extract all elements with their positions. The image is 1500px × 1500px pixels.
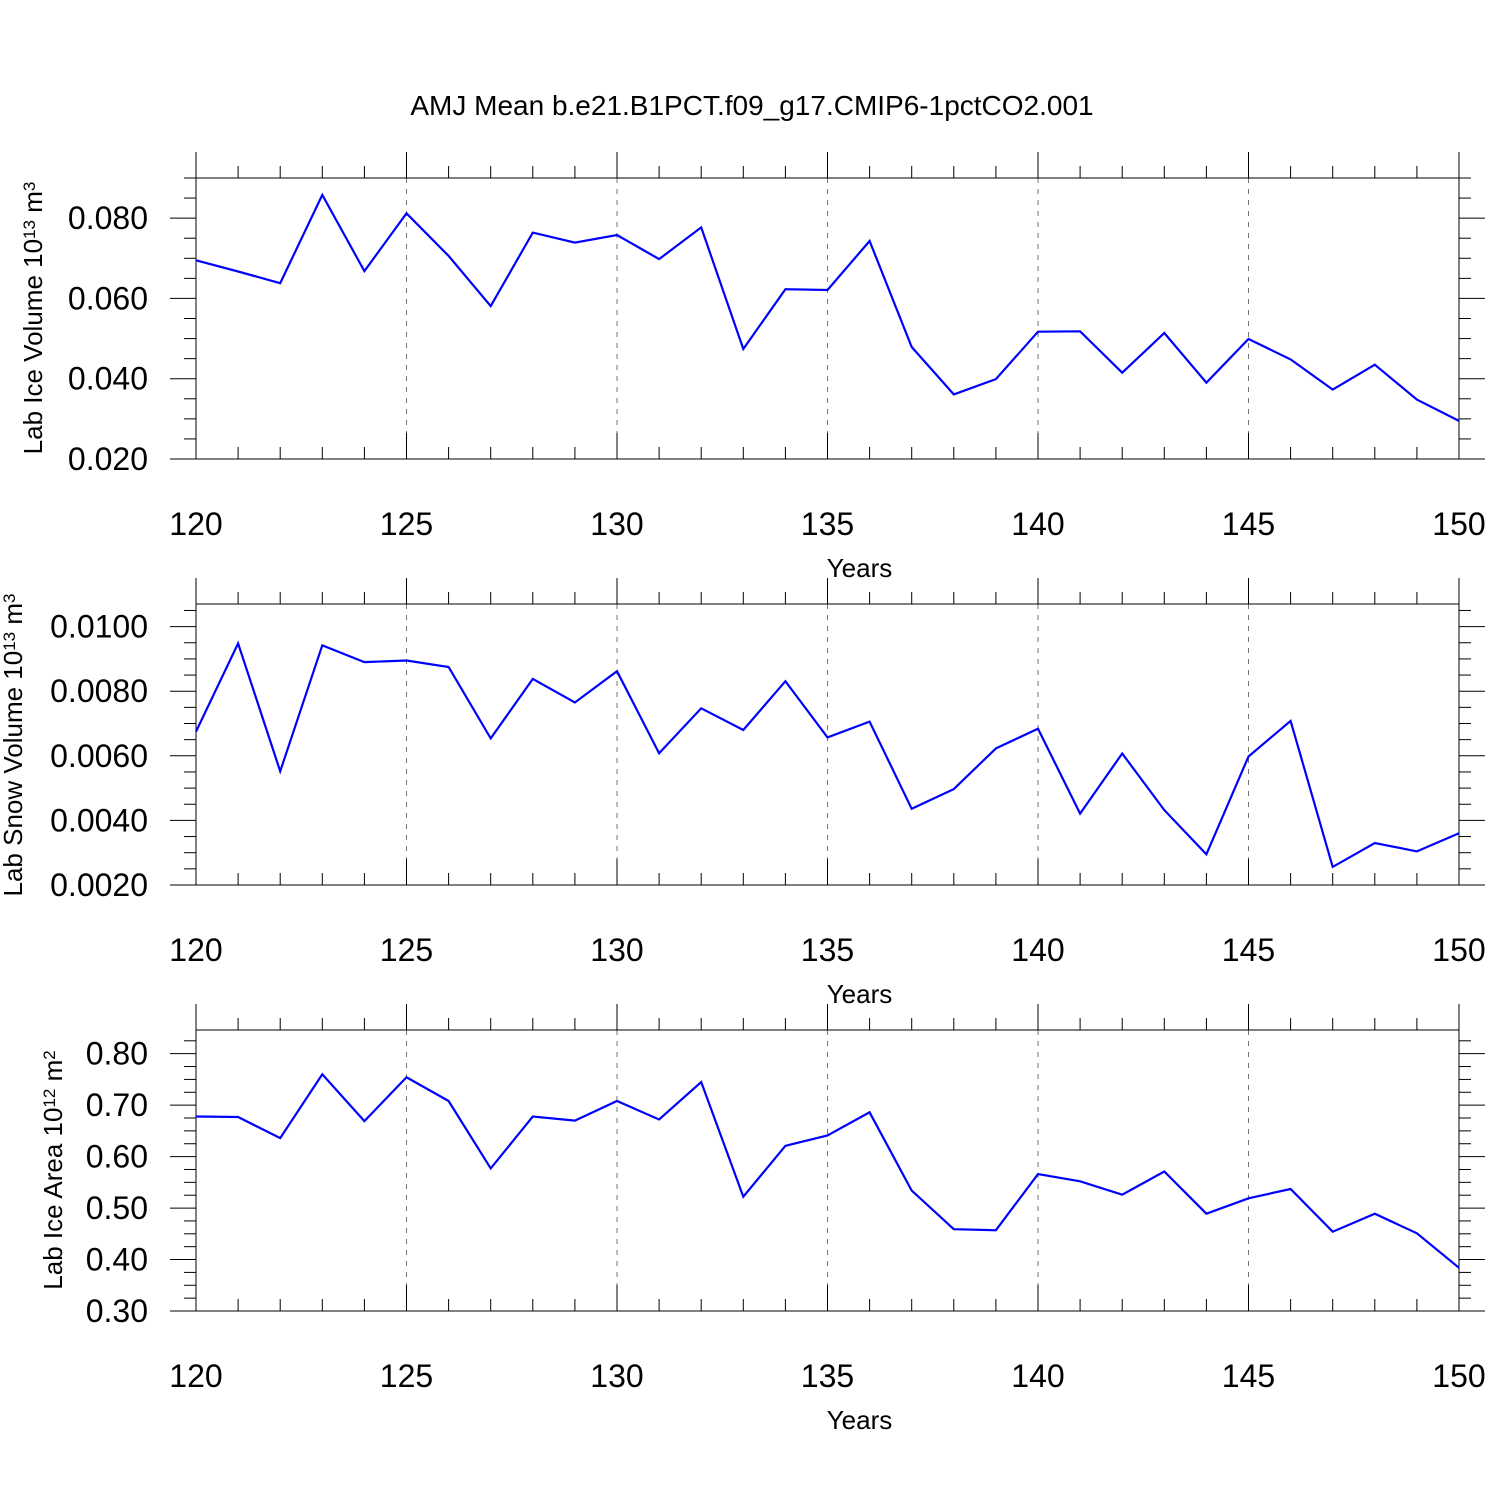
y-axis-title: Lab Ice Area 1012 m2	[38, 1050, 68, 1289]
x-tick-label: 150	[1432, 506, 1485, 542]
x-axis-title: Years	[827, 553, 893, 583]
y-tick-label: 0.40	[86, 1242, 148, 1278]
panels: 120 125 130 135 140 145 150 0.020 0.040 0.060 0.08…	[0, 152, 1486, 1435]
x-tick-label: 135	[801, 932, 854, 968]
y-axis-title-part: m	[38, 1060, 68, 1089]
x-tick-label: 130	[590, 1358, 643, 1394]
y-tick-label: 0.0080	[50, 673, 148, 709]
plot-frame	[195, 1029, 1460, 1312]
y-tick-label: 0.0100	[50, 609, 148, 645]
x-tick-label: 120	[169, 506, 222, 542]
y-tick-label: 0.080	[68, 200, 148, 236]
x-tick-label: 125	[380, 506, 433, 542]
x-tick-label: 145	[1222, 932, 1275, 968]
y-tick-label: 0.50	[86, 1190, 148, 1226]
series-line	[195, 1072, 1460, 1269]
x-tick-label: 145	[1222, 1358, 1275, 1394]
panel-1: 120 125 130 135 140 145 150 0.020 0.040 0.060 0.08…	[18, 152, 1486, 583]
y-tick-label: 0.0060	[50, 738, 148, 774]
chart-title: AMJ Mean b.e21.B1PCT.f09_g17.CMIP6-1pctC…	[410, 90, 1093, 121]
x-tick-label: 140	[1011, 506, 1064, 542]
panel-3: 120 125 130 135 140 145 150 0.30 0.40 0.50 0.60 0.7…	[38, 1004, 1486, 1435]
x-tick-label: 130	[590, 506, 643, 542]
series-line	[195, 640, 1460, 869]
y-axis-title: Lab Ice Volume 1013 m3	[18, 182, 48, 455]
y-axis-title-part: Lab Ice Area 10	[38, 1108, 68, 1290]
y-tick-label: 0.30	[86, 1293, 148, 1329]
panel-2: 120 125 130 135 140 145 150 0.0020 0.0040 0.0060 0…	[0, 578, 1486, 1009]
x-tick-label: 125	[380, 932, 433, 968]
y-axis-title-superscript: 3	[20, 182, 39, 191]
x-tick-label: 145	[1222, 506, 1275, 542]
x-axis-title: Years	[827, 1405, 893, 1435]
y-axis-title-part: m	[18, 191, 48, 220]
x-tick-label: 130	[590, 932, 643, 968]
x-tick-label: 140	[1011, 1358, 1064, 1394]
y-axis-title-part: m	[0, 603, 28, 632]
y-axis-title-superscript: 13	[20, 220, 39, 239]
y-tick-label: 0.020	[68, 441, 148, 477]
y-tick-label: 0.70	[86, 1087, 148, 1123]
y-axis-title-superscript: 13	[0, 632, 19, 651]
y-axis-title-superscript: 12	[40, 1089, 59, 1108]
y-axis-title-superscript: 2	[40, 1050, 59, 1059]
y-tick-label: 0.60	[86, 1139, 148, 1175]
x-tick-label: 150	[1432, 932, 1485, 968]
y-tick-label: 0.040	[68, 361, 148, 397]
y-axis-title: Lab Snow Volume 1013 m3	[0, 593, 28, 896]
y-tick-label: 0.80	[86, 1036, 148, 1072]
plot-frame	[195, 177, 1460, 460]
x-tick-label: 125	[380, 1358, 433, 1394]
y-axis-title-superscript: 3	[0, 593, 19, 602]
x-axis-title: Years	[827, 979, 893, 1009]
y-axis-title-part: Lab Ice Volume 10	[18, 239, 48, 454]
x-tick-label: 120	[169, 1358, 222, 1394]
x-tick-label: 150	[1432, 1358, 1485, 1394]
y-axis-title-part: Lab Snow Volume 10	[0, 651, 28, 897]
x-tick-label: 135	[801, 1358, 854, 1394]
series-line	[195, 192, 1460, 422]
plot-frame	[195, 603, 1460, 886]
y-tick-label: 0.060	[68, 280, 148, 316]
x-tick-label: 135	[801, 506, 854, 542]
x-tick-label: 140	[1011, 932, 1064, 968]
y-tick-label: 0.0040	[50, 802, 148, 838]
y-tick-label: 0.0020	[50, 867, 148, 903]
x-tick-label: 120	[169, 932, 222, 968]
